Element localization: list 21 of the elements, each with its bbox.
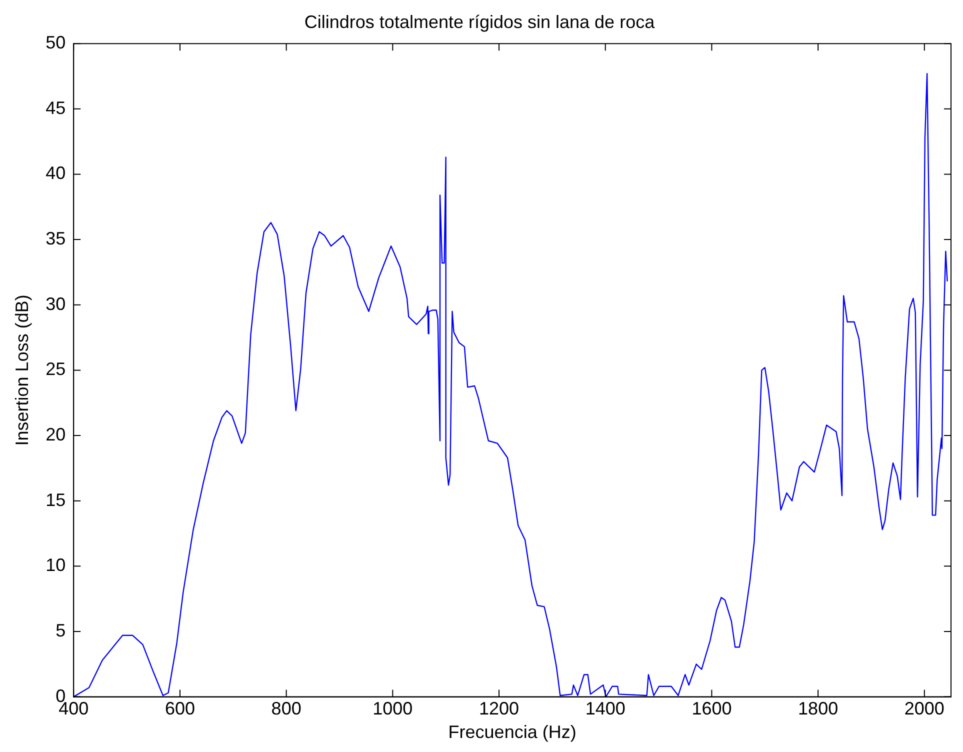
- y-tick-label: 30: [46, 294, 66, 314]
- x-axis-title: Frecuencia (Hz): [448, 722, 576, 742]
- x-tick-label: 2000: [904, 698, 944, 719]
- y-tick-label: 50: [46, 32, 66, 53]
- x-tick-label: 600: [164, 698, 195, 719]
- x-tick-label: 1000: [372, 698, 413, 719]
- x-tick-label: 1200: [478, 698, 520, 719]
- chart-title: Cilindros totalmente rígidos sin lana de roca: [304, 12, 656, 32]
- y-tick-label: 25: [46, 359, 66, 380]
- x-tick-label: 1600: [692, 698, 732, 719]
- x-tick-label: 1800: [798, 698, 838, 719]
- y-tick-label: 20: [46, 424, 66, 444]
- x-tick-label: 1400: [585, 698, 626, 719]
- y-axis-title: Insertion Loss (dB): [12, 294, 32, 446]
- y-tick-label: 15: [46, 490, 66, 510]
- y-tick-label: 10: [46, 555, 66, 576]
- y-tick-label: 35: [46, 228, 66, 249]
- y-tick-label: 5: [56, 620, 66, 640]
- y-tick-label: 45: [46, 98, 66, 118]
- x-tick-label: 800: [271, 698, 302, 719]
- y-tick-label: 40: [46, 163, 66, 184]
